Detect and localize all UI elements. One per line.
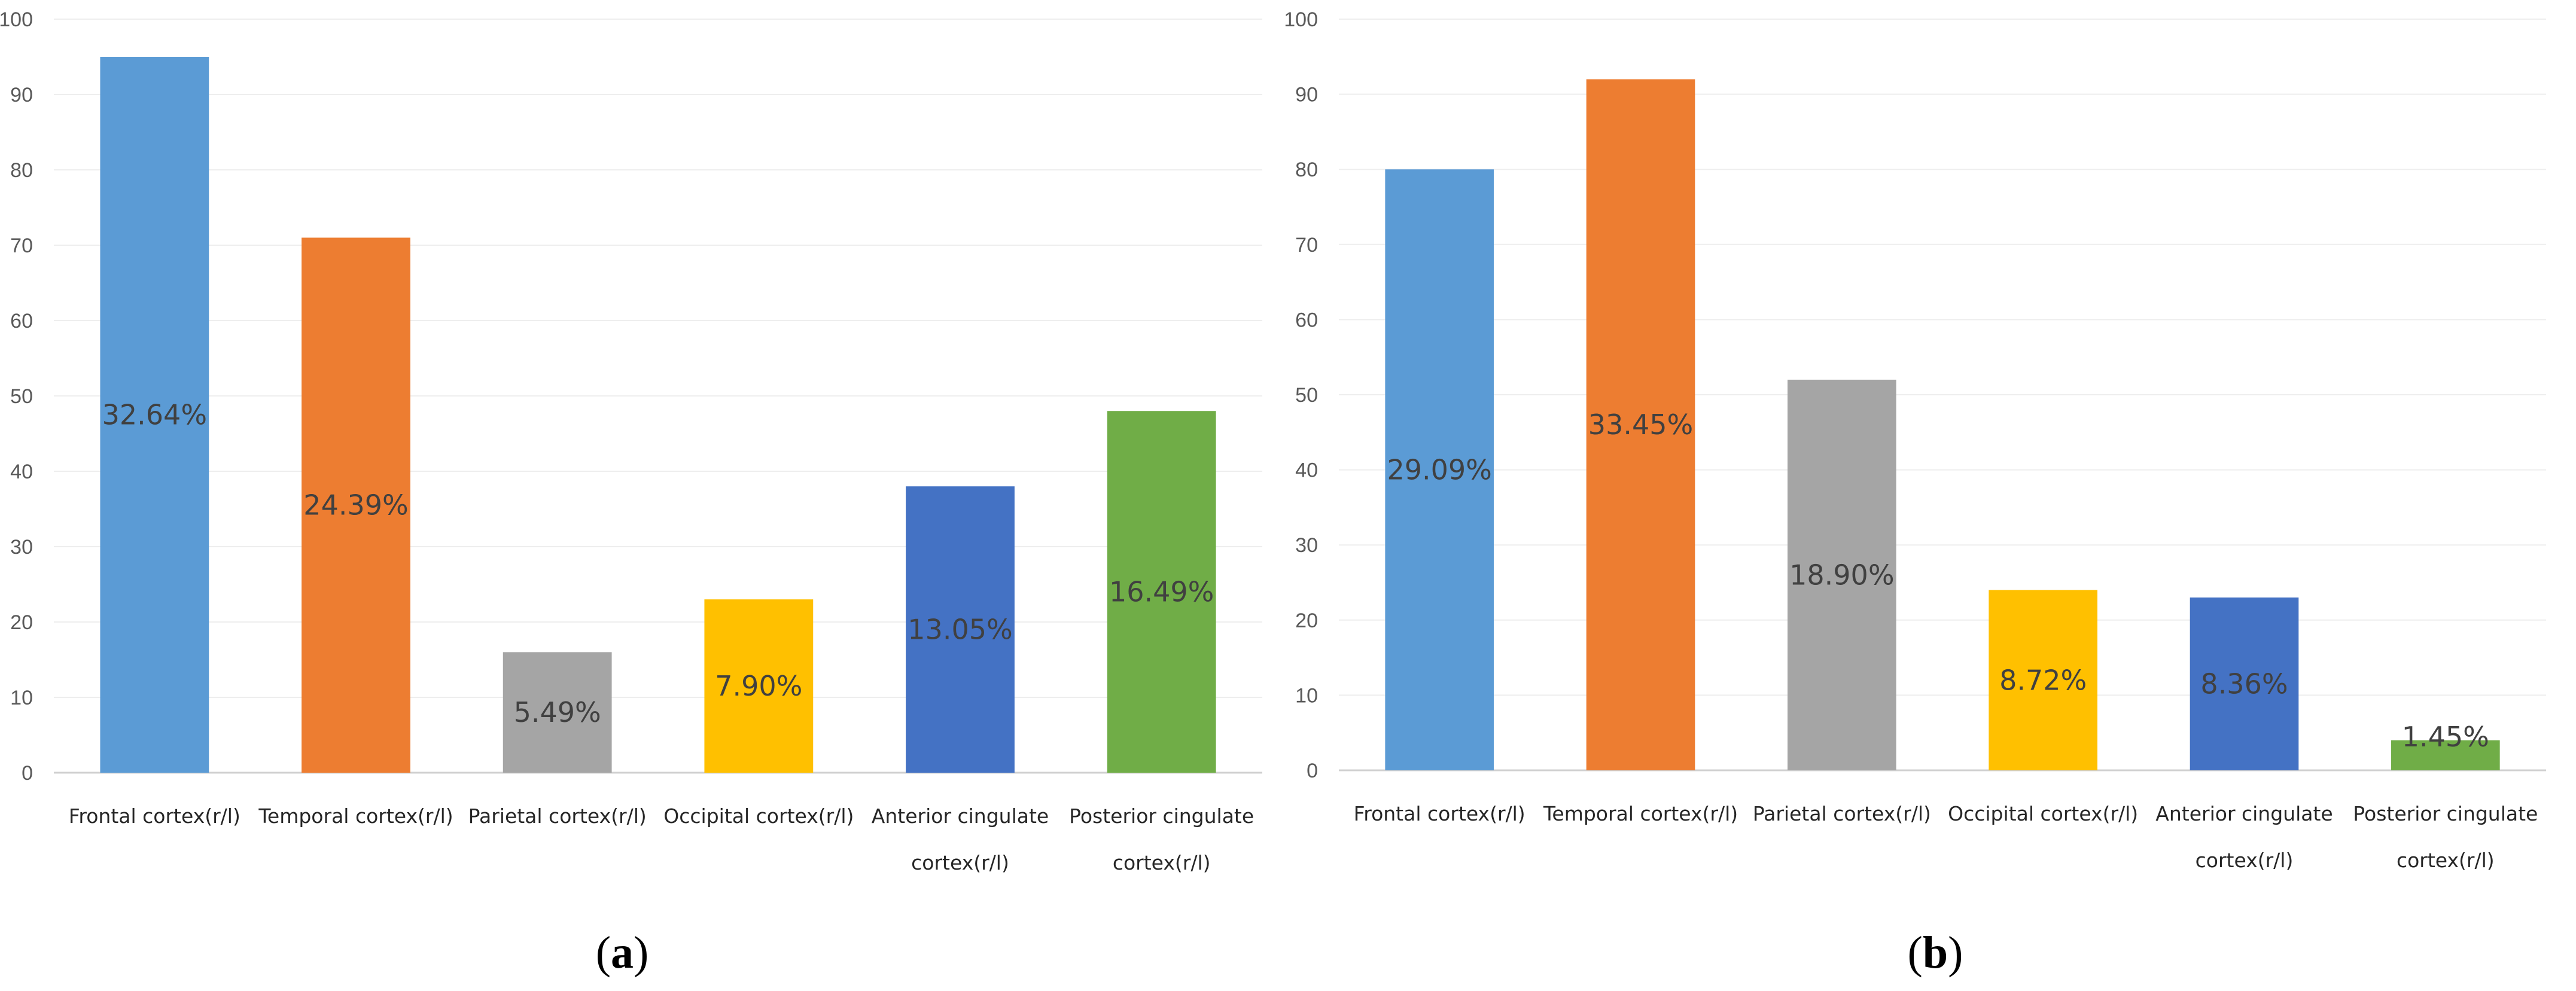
x-tick-label: cortex(r/l) (2397, 849, 2495, 872)
data-label: 5.49% (514, 696, 601, 728)
x-tick-label: Occipital cortex(r/l) (1948, 802, 2138, 825)
bar (906, 486, 1015, 773)
y-tick-label: 40 (10, 461, 33, 483)
y-tick-label: 40 (1295, 459, 1318, 482)
bar (1586, 79, 1695, 771)
data-label: 18.90% (1789, 559, 1894, 591)
x-tick-label: Occipital cortex(r/l) (663, 804, 854, 828)
bar (302, 237, 410, 773)
chart-panel-b: 0 10 20 30 40 50 60 70 80 90 100 29.09% Frontal cort… (1284, 8, 2546, 978)
y-tick-label: 60 (1295, 309, 1318, 331)
data-label: 32.64% (102, 399, 207, 431)
y-tick-label: 20 (10, 611, 33, 634)
bar (100, 57, 209, 773)
x-tick-label: Anterior cingulate (2155, 802, 2333, 825)
x-tick-label: Posterior cingulate (1069, 804, 1254, 828)
data-label: 8.36% (2200, 668, 2288, 700)
data-label: 33.45% (1588, 408, 1693, 441)
y-tick-label: 70 (10, 234, 33, 257)
y-tick-label: 10 (1295, 684, 1318, 707)
y-tick-label: 50 (1295, 384, 1318, 407)
y-tick-label: 100 (0, 8, 33, 31)
data-label: 29.09% (1387, 454, 1491, 486)
x-tick-label: cortex(r/l) (1113, 851, 1211, 874)
y-tick-label: 30 (1295, 534, 1318, 557)
y-tick-label: 50 (10, 385, 33, 408)
y-tick-label: 0 (22, 762, 33, 785)
bar (1107, 411, 1216, 773)
y-tick-label: 90 (1295, 84, 1318, 106)
bar (2190, 597, 2299, 770)
data-label: 8.72% (1999, 664, 2087, 696)
x-tick-label: Frontal cortex(r/l) (69, 804, 240, 828)
data-label: 1.45% (2402, 721, 2489, 753)
x-tick-label: Frontal cortex(r/l) (1354, 802, 1525, 825)
data-label: 24.39% (303, 489, 408, 522)
bar (503, 652, 612, 773)
y-tick-label: 100 (1284, 8, 1318, 31)
x-tick-label: Parietal cortex(r/l) (1753, 802, 1931, 825)
x-tick-label: Anterior cingulate (872, 804, 1049, 828)
panel-label: (a) (596, 928, 649, 978)
y-tick-label: 10 (10, 687, 33, 709)
y-tick-label: 60 (10, 310, 33, 333)
x-tick-label: Temporal cortex(r/l) (258, 804, 453, 828)
bar (1788, 379, 1896, 770)
bar (1989, 590, 2097, 770)
data-label: 13.05% (908, 614, 1012, 646)
x-tick-label: Parietal cortex(r/l) (468, 804, 647, 828)
y-tick-label: 0 (1307, 760, 1318, 782)
x-tick-label: Posterior cingulate (2353, 802, 2538, 825)
x-tick-label: Temporal cortex(r/l) (1543, 802, 1738, 825)
bar (2391, 740, 2500, 770)
y-tick-label: 90 (10, 84, 33, 106)
x-tick-label: cortex(r/l) (2196, 849, 2294, 872)
data-label: 16.49% (1109, 576, 1214, 608)
y-tick-label: 20 (1295, 609, 1318, 632)
y-tick-label: 80 (10, 159, 33, 182)
data-label: 7.90% (715, 670, 802, 702)
bar (1385, 169, 1494, 770)
y-tick-label: 70 (1295, 234, 1318, 257)
bar (704, 599, 814, 773)
x-tick-label: cortex(r/l) (911, 851, 1009, 874)
panel-label: (b) (1908, 928, 1963, 978)
chart-panel-a: 0 10 20 30 40 50 60 70 80 90 100 32.64% Frontal cort… (0, 8, 1262, 978)
y-tick-label: 30 (10, 536, 33, 559)
y-tick-label: 80 (1295, 158, 1318, 181)
